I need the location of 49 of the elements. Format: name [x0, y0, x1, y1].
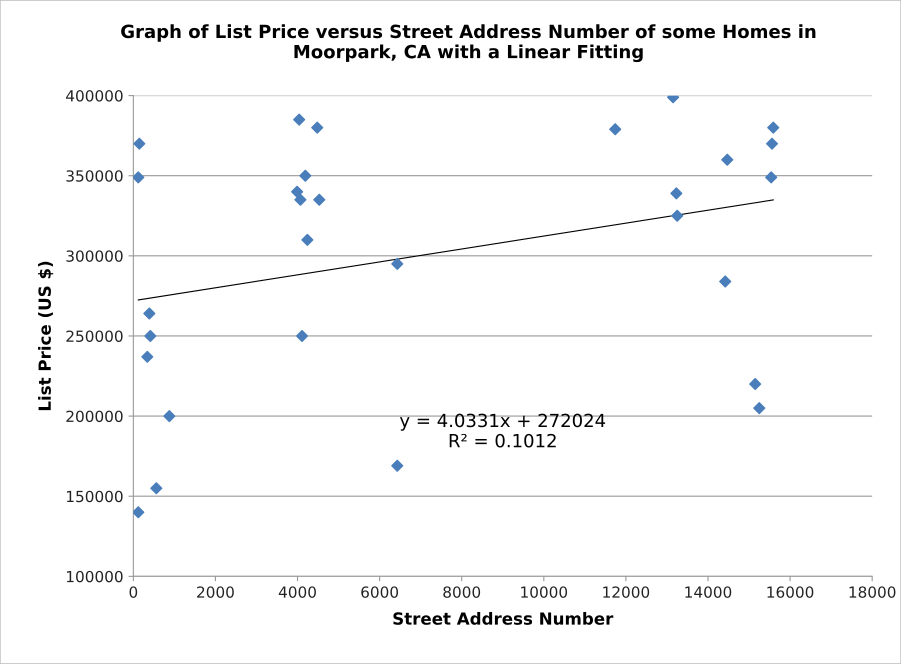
point — [141, 350, 154, 363]
point — [391, 258, 404, 270]
point — [670, 187, 682, 200]
point — [144, 330, 156, 342]
y-tick-label: 200000 — [66, 410, 123, 422]
x-tick-label: 12000 — [603, 586, 650, 598]
point — [299, 170, 312, 182]
x-tick-label: 10000 — [521, 586, 568, 598]
point — [143, 307, 156, 320]
x-tick-label: 6000 — [361, 586, 398, 598]
point — [391, 460, 404, 472]
point — [719, 275, 732, 288]
point — [311, 122, 324, 134]
x-tick-label: 8000 — [443, 586, 480, 598]
y-tick-label: 300000 — [66, 250, 123, 262]
point — [133, 171, 144, 184]
x-tick-label: 16000 — [767, 586, 814, 598]
y-tick-label: 250000 — [66, 330, 123, 342]
annotation: y = 4.0331x + 272024 R² = 0.1012 — [400, 414, 606, 448]
point — [293, 114, 306, 126]
point — [294, 194, 306, 206]
y-axis-title: List Price (US $) — [38, 262, 54, 410]
point — [133, 138, 146, 150]
point — [766, 138, 778, 150]
y-tick-label: 400000 — [66, 90, 123, 102]
x-tick-label: 4000 — [278, 586, 316, 598]
x-axis-title: Street Address Number — [393, 612, 614, 625]
point — [291, 186, 304, 198]
y-tick-label: 350000 — [66, 170, 123, 182]
point — [163, 410, 176, 422]
point — [765, 171, 778, 184]
point — [749, 378, 762, 390]
x-tick-label: 18000 — [850, 586, 896, 598]
x-tick-label: 2000 — [197, 586, 234, 598]
point — [671, 210, 684, 222]
x-tick-label: 0 — [129, 586, 138, 598]
y-tick-label: 150000 — [66, 490, 123, 502]
point — [313, 194, 326, 206]
point — [753, 402, 766, 414]
point — [609, 123, 622, 136]
point — [296, 330, 308, 342]
point — [767, 122, 780, 134]
point — [721, 154, 734, 166]
point — [150, 482, 162, 494]
y-tick-label: 100000 — [66, 570, 123, 582]
point — [133, 506, 144, 518]
point — [301, 234, 314, 246]
chart-title: Graph of List Price versus Street Address Number of some Homes in Moorpark, CA with a Linear Fitting — [121, 24, 816, 62]
x-tick-label: 14000 — [685, 586, 732, 598]
